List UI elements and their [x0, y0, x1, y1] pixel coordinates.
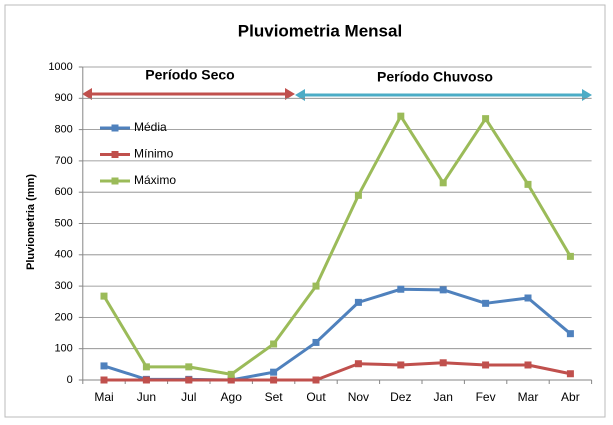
- point: [312, 282, 320, 290]
- x-tick-label: Jan: [434, 390, 453, 404]
- point: [185, 376, 193, 384]
- point: [354, 191, 362, 199]
- point: [524, 361, 532, 369]
- annotation: Período Seco: [145, 67, 234, 83]
- legend-label: Mínimo: [134, 147, 174, 161]
- y-tick-label: 300: [54, 280, 72, 292]
- point: [524, 294, 532, 302]
- point: [482, 299, 490, 307]
- point: [227, 370, 235, 378]
- x-tick-label: Mar: [518, 390, 539, 404]
- point: [270, 368, 278, 376]
- point: [100, 362, 108, 370]
- point: [227, 376, 235, 384]
- point: [397, 112, 405, 120]
- point: [100, 292, 108, 300]
- point: [354, 360, 362, 368]
- x-tick-label: Abr: [561, 390, 580, 404]
- point: [397, 361, 405, 369]
- x-tick-label: Dez: [390, 390, 411, 404]
- point: [566, 370, 574, 378]
- y-tick-label: 0: [67, 374, 73, 386]
- x-tick-label: Nov: [348, 390, 369, 404]
- y-tick-label: 700: [54, 155, 72, 167]
- y-tick-label: 800: [54, 124, 72, 136]
- y-tick-label: 100: [54, 343, 72, 355]
- point: [142, 376, 150, 384]
- point: [185, 363, 193, 371]
- point: [270, 340, 278, 348]
- y-axis-label: Pluviometria (mm): [25, 174, 37, 270]
- y-tick-label: 500: [54, 217, 72, 229]
- point: [566, 330, 574, 338]
- arrow-head: [285, 88, 295, 100]
- x-tick-label: Out: [306, 390, 326, 404]
- series-line: [102, 114, 572, 376]
- point: [482, 115, 490, 123]
- x-tick-label: Set: [265, 390, 284, 404]
- point: [270, 376, 278, 384]
- point: [312, 338, 320, 346]
- point: [439, 359, 447, 367]
- point: [354, 298, 362, 306]
- point: [312, 376, 320, 384]
- x-tick-label: Ago: [221, 390, 243, 404]
- series-line: [104, 361, 571, 382]
- chart-title: Pluviometria Mensal: [238, 21, 402, 40]
- legend-marker: [111, 124, 119, 132]
- legend-marker: [111, 177, 119, 185]
- x-tick-label: Jul: [181, 390, 196, 404]
- legend-label: Máximo: [134, 173, 176, 187]
- point: [482, 361, 490, 369]
- point: [439, 179, 447, 187]
- point: [524, 180, 532, 188]
- y-tick-label: 200: [54, 311, 72, 323]
- y-tick-label: 600: [54, 186, 72, 198]
- x-tick-label: Jun: [137, 390, 156, 404]
- y-tick-label: 900: [54, 92, 72, 104]
- y-tick-label: 1000: [48, 61, 72, 73]
- x-tick-label: Mai: [94, 390, 113, 404]
- point: [397, 285, 405, 293]
- point: [100, 376, 108, 384]
- point: [566, 252, 574, 260]
- point: [439, 286, 447, 294]
- legend-label: Média: [134, 120, 167, 134]
- x-tick-label: Fev: [476, 390, 496, 404]
- arrow-head: [82, 88, 92, 100]
- point: [142, 363, 150, 371]
- y-tick-label: 400: [54, 249, 72, 261]
- legend-marker: [111, 151, 119, 158]
- annotation: Período Chuvoso: [377, 69, 493, 85]
